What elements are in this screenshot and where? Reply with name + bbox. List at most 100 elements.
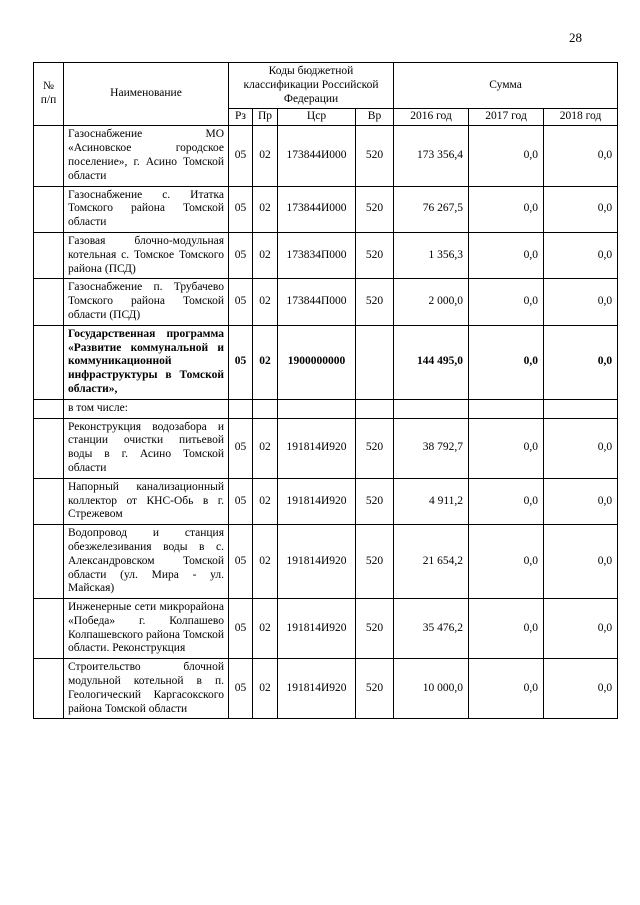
- cell-2018: 0,0: [543, 477, 619, 526]
- cell-2017: 0,0: [468, 598, 545, 660]
- cell-pr: 02: [252, 524, 278, 600]
- cell-csr: 173844П000: [277, 278, 356, 326]
- cell-vr: 520: [354, 477, 395, 526]
- cell-pr: 02: [252, 231, 278, 280]
- table-header: № п/п Наименование Коды бюджетной классиф…: [33, 61, 619, 127]
- cell-csr: 191814И920: [277, 417, 356, 479]
- cell-num: [33, 398, 64, 419]
- cell-rz: 05: [228, 324, 253, 400]
- cell-rz: 05: [228, 524, 253, 600]
- cell-num: [33, 658, 64, 720]
- cell-2017: 0,0: [468, 125, 545, 187]
- header-codes-group: Коды бюджетной классификации Российской …: [227, 61, 395, 110]
- cell-csr: 191814И920: [277, 477, 356, 526]
- cell-pr: [252, 398, 278, 419]
- table-row: Реконструкция водозабора и станции очист…: [33, 417, 619, 479]
- header-2017: 2017 год: [468, 108, 545, 127]
- cell-2016: 38 792,7: [393, 417, 470, 479]
- table-row: Газовая блочно-модульная котельная с. То…: [33, 231, 619, 280]
- cell-csr: 173834П000: [277, 231, 356, 280]
- table-row: Газоснабжение с. Итатка Томского района …: [33, 185, 619, 233]
- page-number: 28: [569, 30, 582, 45]
- cell-2017: 0,0: [468, 185, 545, 233]
- cell-name: Газоснабжение с. Итатка Томского района …: [63, 185, 229, 233]
- cell-vr: 520: [354, 598, 395, 660]
- table-row: Водопровод и станция обезжелезивания вод…: [33, 524, 619, 600]
- cell-pr: 02: [252, 598, 278, 660]
- cell-num: [33, 324, 64, 400]
- cell-2016: 76 267,5: [393, 185, 470, 233]
- cell-2017: 0,0: [468, 417, 545, 479]
- header-sum-group: Сумма: [393, 61, 619, 110]
- cell-name: Газовая блочно-модульная котельная с. То…: [63, 231, 229, 280]
- cell-num: [33, 278, 64, 326]
- cell-name: в том числе:: [63, 398, 229, 419]
- header-pr: Пр: [252, 108, 278, 127]
- table-row: Строительство блочной модульной котельно…: [33, 658, 619, 720]
- cell-name: Водопровод и станция обезжелезивания вод…: [63, 524, 229, 600]
- cell-pr: 02: [252, 658, 278, 720]
- header-name: Наименование: [63, 61, 229, 127]
- cell-vr: 520: [354, 185, 395, 233]
- cell-csr: 191814И920: [277, 658, 356, 720]
- table-row: в том числе:: [33, 398, 619, 419]
- table-row: Напорный канализационный коллектор от КН…: [33, 477, 619, 526]
- cell-2017: 0,0: [468, 324, 545, 400]
- cell-2016: 10 000,0: [393, 658, 470, 720]
- header-2018: 2018 год: [543, 108, 619, 127]
- cell-2016: 4 911,2: [393, 477, 470, 526]
- cell-2016: 35 476,2: [393, 598, 470, 660]
- cell-pr: 02: [252, 278, 278, 326]
- cell-name: Государственная программа «Развитие комм…: [63, 324, 229, 400]
- table-row: Газоснабжение МО «Асиновское городское п…: [33, 125, 619, 187]
- cell-2017: 0,0: [468, 524, 545, 600]
- cell-vr: 520: [354, 231, 395, 280]
- cell-pr: 02: [252, 417, 278, 479]
- cell-2018: 0,0: [543, 524, 619, 600]
- budget-table: № п/п Наименование Коды бюджетной классиф…: [33, 61, 619, 720]
- cell-csr: 191814И920: [277, 524, 356, 600]
- cell-csr: [277, 398, 356, 419]
- cell-name: Напорный канализационный коллектор от КН…: [63, 477, 229, 526]
- cell-rz: 05: [228, 417, 253, 479]
- cell-2016: 21 654,2: [393, 524, 470, 600]
- cell-2017: 0,0: [468, 658, 545, 720]
- cell-num: [33, 477, 64, 526]
- cell-vr: 520: [354, 524, 395, 600]
- cell-rz: 05: [228, 598, 253, 660]
- cell-pr: 02: [252, 477, 278, 526]
- header-rz: Рз: [228, 108, 253, 127]
- cell-csr: 191814И920: [277, 598, 356, 660]
- cell-num: [33, 125, 64, 187]
- table-row: Государственная программа «Развитие комм…: [33, 324, 619, 400]
- cell-2016: 1 356,3: [393, 231, 470, 280]
- cell-rz: 05: [228, 125, 253, 187]
- cell-csr: 173844И000: [277, 125, 356, 187]
- cell-2018: 0,0: [543, 598, 619, 660]
- cell-pr: 02: [252, 185, 278, 233]
- cell-rz: 05: [228, 185, 253, 233]
- cell-pr: 02: [252, 324, 278, 400]
- cell-vr: 520: [354, 125, 395, 187]
- cell-name: Реконструкция водозабора и станции очист…: [63, 417, 229, 479]
- cell-name: Инженерные сети микрорайона «Победа» г. …: [63, 598, 229, 660]
- cell-2017: [468, 398, 545, 419]
- cell-2018: 0,0: [543, 278, 619, 326]
- cell-rz: 05: [228, 658, 253, 720]
- header-vr: Вр: [354, 108, 395, 127]
- cell-num: [33, 417, 64, 479]
- cell-num: [33, 598, 64, 660]
- table-row: Инженерные сети микрорайона «Победа» г. …: [33, 598, 619, 660]
- cell-2018: [543, 398, 619, 419]
- table-row: Газоснабжение п. Трубачево Томского райо…: [33, 278, 619, 326]
- cell-2016: 173 356,4: [393, 125, 470, 187]
- cell-rz: [228, 398, 253, 419]
- cell-2016: 144 495,0: [393, 324, 470, 400]
- cell-vr: [354, 324, 395, 400]
- cell-num: [33, 231, 64, 280]
- cell-2018: 0,0: [543, 185, 619, 233]
- cell-vr: 520: [354, 417, 395, 479]
- cell-name: Строительство блочной модульной котельно…: [63, 658, 229, 720]
- header-2016: 2016 год: [393, 108, 470, 127]
